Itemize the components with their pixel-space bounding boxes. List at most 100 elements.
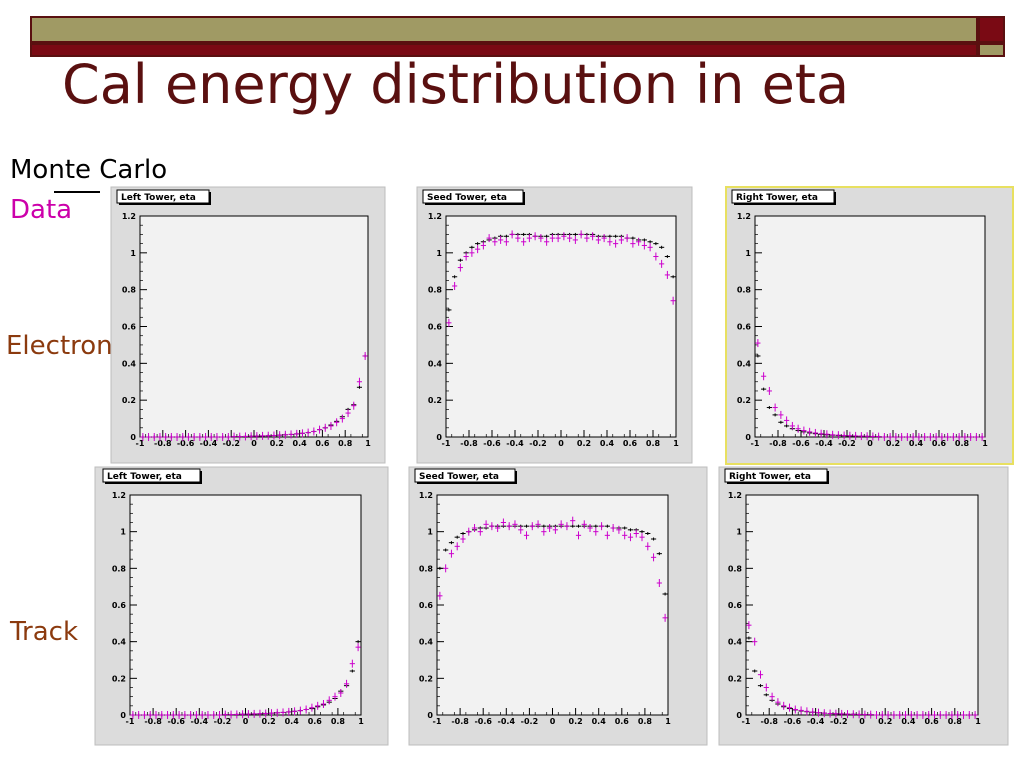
plot-area	[745, 494, 979, 716]
data-point	[899, 433, 905, 441]
data-point	[503, 237, 509, 246]
x-tick-label: 0.6	[615, 717, 630, 726]
x-tick-label: 0	[550, 717, 556, 726]
title-badge	[116, 189, 210, 204]
x-tick-label: 0.6	[315, 439, 330, 448]
x-tick-label: -0.8	[154, 439, 172, 448]
data-point	[931, 711, 938, 719]
y-tick-label: 0.2	[419, 674, 433, 683]
x-tick-label: -0.4	[807, 717, 825, 726]
x-tick-label: -1	[442, 439, 451, 448]
data-point	[601, 234, 607, 243]
data-point	[265, 431, 271, 440]
x-tick-label: -0.8	[460, 439, 478, 448]
data-point	[633, 529, 639, 538]
data-point	[136, 711, 142, 719]
x-tick-label: -0.2	[838, 439, 856, 448]
plot-area	[436, 494, 669, 716]
monte-carlo-point	[613, 234, 619, 238]
data-point	[956, 433, 962, 441]
data-point	[916, 433, 922, 441]
x-tick-label: 1	[982, 439, 988, 448]
row-label-track: Track	[10, 617, 79, 647]
data-point	[824, 430, 830, 439]
x-tick-label: -0.2	[529, 439, 547, 448]
y-tick-label: 0.4	[737, 359, 752, 368]
data-point	[798, 706, 804, 715]
y-tick-label: 0.2	[737, 396, 751, 405]
data-point	[868, 710, 874, 719]
header-band	[30, 16, 978, 43]
data-point	[639, 533, 645, 542]
data-point	[535, 520, 541, 529]
x-tick-label: 0	[243, 717, 249, 726]
monte-carlo-point	[593, 524, 599, 528]
header-corner-accent	[978, 16, 1005, 43]
data-point	[645, 542, 651, 551]
monte-carlo-point	[766, 406, 772, 410]
data-point	[443, 564, 449, 573]
monte-carlo-point	[757, 684, 764, 688]
data-point	[757, 670, 764, 679]
plot-area	[754, 215, 986, 438]
data-point	[202, 433, 209, 441]
monte-carlo-point	[448, 541, 455, 545]
data-point	[624, 234, 630, 243]
data-point	[778, 410, 784, 419]
data-point	[641, 241, 647, 250]
x-tick-label: 0.4	[285, 717, 300, 726]
data-point	[305, 428, 311, 437]
monte-carlo-point	[570, 524, 576, 528]
data-point	[850, 710, 856, 719]
data-point	[844, 710, 851, 719]
data-point	[299, 429, 306, 438]
data-point	[509, 230, 515, 239]
x-tick-label: 0	[558, 439, 564, 448]
monte-carlo-point	[653, 242, 659, 246]
y-tick-label: 0	[436, 433, 442, 442]
data-point	[355, 643, 361, 652]
data-point	[955, 711, 961, 719]
chart-panel-4: Seed Tower, eta 0 0.2 0.4 0.6 0.8 1 1.2 -1 -0.8 -0…	[408, 466, 708, 746]
data-point	[211, 711, 217, 719]
x-tick-label: 0.6	[308, 717, 323, 726]
y-tick-label: 1	[436, 249, 442, 258]
data-point	[950, 433, 956, 441]
data-point	[833, 709, 839, 718]
monte-carlo-point	[784, 424, 790, 428]
y-tick-label: 0.4	[428, 359, 443, 368]
monte-carlo-point	[647, 240, 653, 244]
data-point	[526, 234, 532, 243]
data-point	[225, 433, 231, 441]
data-point	[587, 524, 593, 532]
data-point	[949, 711, 955, 719]
data-point	[163, 433, 169, 441]
data-point	[231, 432, 237, 441]
chart-panel-0: Left Tower, eta 0 0.2 0.4 0.6 0.8 1 1.2 -1 -0.8 -0…	[110, 186, 386, 464]
data-point	[885, 711, 891, 719]
monte-carlo-point	[541, 524, 547, 528]
data-point	[297, 706, 303, 715]
y-tick-label: 1	[427, 528, 433, 537]
data-point	[291, 707, 298, 716]
data-point	[180, 433, 186, 441]
data-point	[463, 252, 469, 261]
monte-carlo-point	[761, 387, 767, 391]
header-corner-band	[978, 43, 1005, 57]
data-point	[288, 430, 294, 439]
x-tick-label: 1	[673, 439, 679, 448]
x-tick-label: -0.4	[200, 439, 218, 448]
monte-carlo-point	[630, 236, 636, 240]
data-point	[157, 433, 163, 441]
x-tick-label: 1	[365, 439, 371, 448]
legend-data: Data	[10, 195, 73, 225]
row-label-electron: Electron	[6, 331, 113, 361]
data-point	[904, 433, 910, 441]
data-point	[332, 692, 338, 701]
data-point	[567, 234, 573, 243]
x-tick-label: 0.2	[262, 717, 276, 726]
x-tick-label: -0.2	[214, 717, 232, 726]
data-point	[170, 711, 176, 719]
data-point	[188, 711, 194, 719]
data-point	[483, 520, 489, 529]
